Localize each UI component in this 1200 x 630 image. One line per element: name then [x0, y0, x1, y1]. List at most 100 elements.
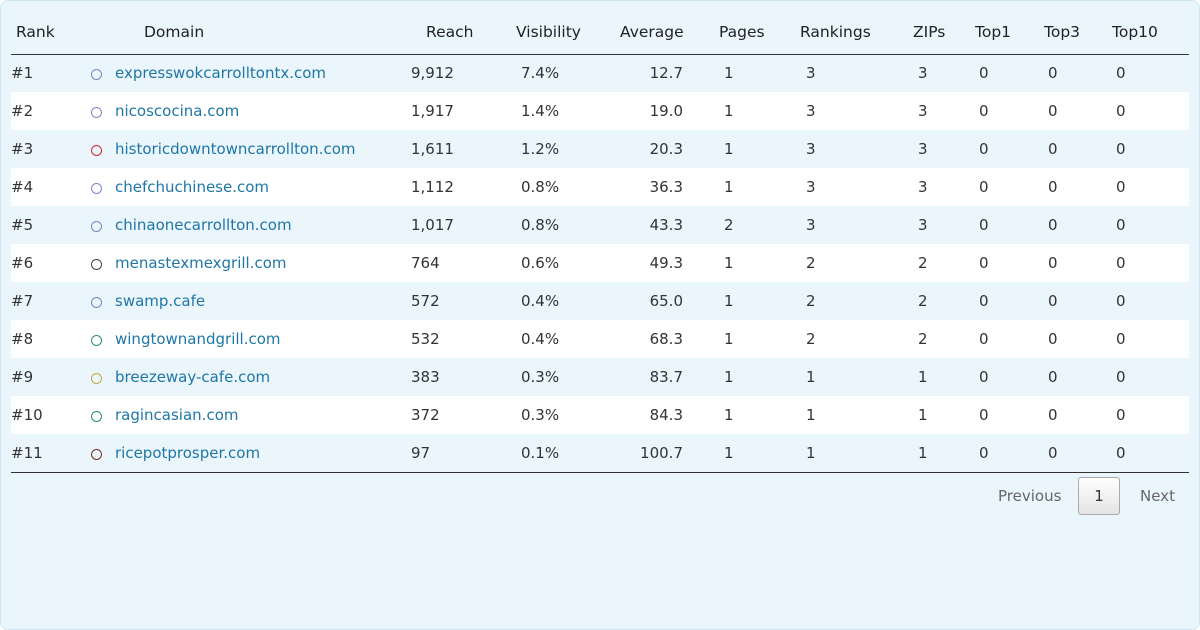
column-header[interactable]: Domain: [144, 23, 205, 41]
table-cell: 0: [979, 216, 989, 234]
domain-link[interactable]: menastexmexgrill.com: [115, 254, 287, 272]
table-cell: 1: [724, 64, 734, 82]
domain-link[interactable]: ricepotprosper.com: [115, 444, 261, 462]
column-header[interactable]: Average: [620, 23, 684, 41]
favicon: [91, 221, 102, 232]
table-cell: 0: [1048, 368, 1058, 386]
table-cell: 97: [411, 444, 431, 462]
table-cell: 383: [411, 368, 440, 386]
domain-link[interactable]: nicoscocina.com: [115, 102, 240, 120]
domain-link[interactable]: ragincasian.com: [115, 406, 239, 424]
table-cell: 0: [1048, 64, 1058, 82]
column-header[interactable]: Reach: [426, 23, 474, 41]
table-cell: 764: [411, 254, 440, 272]
table-cell: 3: [918, 64, 928, 82]
domain-link[interactable]: historicdowntowncarrollton.com: [115, 140, 356, 158]
table-cell: 2: [806, 254, 816, 272]
table-cell: 84.3: [649, 406, 683, 424]
table-cell: 0: [1048, 178, 1058, 196]
table-border: [11, 472, 1189, 473]
table-cell: 1: [724, 254, 734, 272]
table-cell: 3: [806, 178, 816, 196]
column-header[interactable]: Visibility: [516, 23, 581, 41]
column-header[interactable]: ZIPs: [913, 23, 946, 41]
table-cell: 1: [918, 368, 928, 386]
table-cell: 1,611: [411, 140, 454, 158]
domain-link[interactable]: expresswokcarrolltontx.com: [115, 64, 327, 82]
column-header[interactable]: Top3: [1044, 23, 1081, 41]
table-cell: 1: [724, 406, 734, 424]
table-cell: 0.8%: [521, 178, 560, 196]
table-cell: 0: [1048, 102, 1058, 120]
table-cell: 0: [1048, 292, 1058, 310]
table-cell: #4: [11, 178, 34, 196]
column-header[interactable]: Pages: [719, 23, 765, 41]
table-cell: 0: [979, 406, 989, 424]
table-cell: 43.3: [649, 216, 683, 234]
row-background: [11, 396, 1189, 434]
favicon: [91, 183, 102, 194]
table-cell: 3: [806, 64, 816, 82]
column-header[interactable]: Top1: [975, 23, 1012, 41]
next-button[interactable]: Next: [1140, 487, 1175, 505]
table-cell: 19.0: [649, 102, 683, 120]
column-header[interactable]: Rankings: [800, 23, 871, 41]
table-cell: 2: [918, 254, 928, 272]
table-cell: 0: [1116, 102, 1126, 120]
table-cell: 532: [411, 330, 440, 348]
table-cell: #9: [11, 368, 34, 386]
table-cell: #2: [11, 102, 34, 120]
table-cell: 9,912: [411, 64, 454, 82]
table-cell: 0: [979, 64, 989, 82]
table-cell: 0.8%: [521, 216, 560, 234]
domain-link[interactable]: swamp.cafe: [115, 292, 206, 310]
table-cell: 65.0: [649, 292, 683, 310]
table-cell: 0.4%: [521, 330, 560, 348]
row-background: [11, 244, 1189, 282]
table-cell: 0: [1048, 140, 1058, 158]
table-cell: 372: [411, 406, 440, 424]
table-cell: 0: [1048, 406, 1058, 424]
table-cell: 1: [806, 444, 816, 462]
table-cell: 3: [918, 178, 928, 196]
favicon: [91, 411, 102, 422]
table-cell: 2: [918, 330, 928, 348]
favicon: [91, 145, 102, 156]
table-cell: 0: [1116, 368, 1126, 386]
table-cell: 0: [979, 330, 989, 348]
table-cell: 2: [806, 330, 816, 348]
row-background: [11, 168, 1189, 206]
header-border: [11, 54, 1189, 55]
table-cell: 2: [806, 292, 816, 310]
domain-link[interactable]: wingtownandgrill.com: [115, 330, 281, 348]
page-button[interactable]: 1: [1078, 477, 1120, 515]
domain-link[interactable]: chinaonecarrollton.com: [115, 216, 292, 234]
column-header[interactable]: Rank: [16, 23, 55, 41]
previous-button[interactable]: Previous: [998, 487, 1062, 505]
table-cell: 1.4%: [521, 102, 560, 120]
table-cell: 3: [806, 102, 816, 120]
table-cell: 1,112: [411, 178, 454, 196]
table-cell: #6: [11, 254, 34, 272]
table-cell: #11: [11, 444, 43, 462]
table-cell: 0: [1048, 216, 1058, 234]
favicon: [91, 449, 102, 460]
table-cell: 572: [411, 292, 440, 310]
table-cell: 0: [1116, 292, 1126, 310]
table-cell: 0: [1048, 330, 1058, 348]
table-cell: 0: [979, 292, 989, 310]
table-cell: #8: [11, 330, 34, 348]
favicon: [91, 297, 102, 308]
table-cell: 1,917: [411, 102, 454, 120]
table-cell: 1: [724, 444, 734, 462]
column-header[interactable]: Top10: [1112, 23, 1158, 41]
table-cell: 1: [724, 102, 734, 120]
domain-link[interactable]: breezeway-cafe.com: [115, 368, 271, 386]
table-cell: 0: [979, 178, 989, 196]
domain-link[interactable]: chefchuchinese.com: [115, 178, 270, 196]
table-cell: 3: [918, 140, 928, 158]
table-cell: #3: [11, 140, 34, 158]
table-cell: 0: [1116, 406, 1126, 424]
table-cell: 0.3%: [521, 368, 560, 386]
